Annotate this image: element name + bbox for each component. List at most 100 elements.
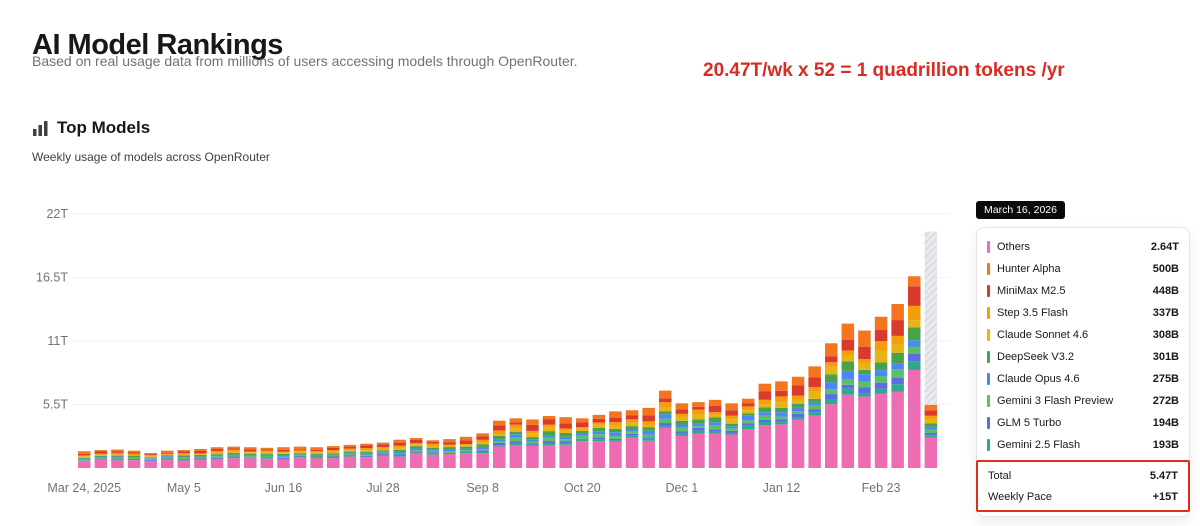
bar[interactable] <box>758 383 772 468</box>
bar-segment[interactable] <box>526 441 539 444</box>
bar[interactable] <box>144 452 157 468</box>
bar-segment[interactable] <box>376 454 390 456</box>
bar-segment[interactable] <box>177 450 191 452</box>
bar-segment[interactable] <box>376 450 390 452</box>
bar-segment[interactable] <box>775 402 788 408</box>
bar-segment[interactable] <box>692 402 705 407</box>
bar[interactable] <box>924 231 938 468</box>
bar-segment[interactable] <box>758 407 772 413</box>
bar-segment[interactable] <box>277 455 290 457</box>
bar-segment[interactable] <box>542 437 556 442</box>
bar-segment[interactable] <box>775 412 788 417</box>
bar-segment[interactable] <box>127 459 141 461</box>
bar-segment[interactable] <box>244 456 257 458</box>
bar-segment[interactable] <box>924 415 938 420</box>
bar-segment[interactable] <box>310 454 323 456</box>
bar-segment[interactable] <box>742 420 755 424</box>
bar-segment[interactable] <box>924 429 938 433</box>
bar-segment[interactable] <box>360 452 373 454</box>
bar-segment[interactable] <box>609 425 622 429</box>
bar-segment[interactable] <box>310 458 323 468</box>
bar-segment[interactable] <box>260 450 274 453</box>
bar-segment[interactable] <box>410 439 423 444</box>
bar-segment[interactable] <box>493 441 506 443</box>
bar[interactable] <box>659 390 672 468</box>
bar-segment[interactable] <box>376 448 390 451</box>
bar-segment[interactable] <box>758 391 772 400</box>
bar-segment[interactable] <box>443 447 456 450</box>
bar-segment[interactable] <box>327 455 340 457</box>
bar-segment[interactable] <box>841 379 855 385</box>
bar-segment[interactable] <box>393 453 406 455</box>
bar-segment[interactable] <box>559 428 572 431</box>
bar-segment[interactable] <box>78 461 91 468</box>
bar-segment[interactable] <box>277 447 290 450</box>
bar-segment[interactable] <box>609 422 622 426</box>
bar-segment[interactable] <box>476 433 489 437</box>
bar-segment[interactable] <box>908 286 921 306</box>
bar-segment[interactable] <box>144 452 157 455</box>
bar-segment[interactable] <box>642 427 655 431</box>
bar-segment[interactable] <box>708 417 722 423</box>
bar-segment[interactable] <box>625 435 639 438</box>
bar[interactable] <box>642 407 655 468</box>
bar-segment[interactable] <box>476 449 489 451</box>
bar-segment[interactable] <box>742 428 755 468</box>
bar-segment[interactable] <box>509 418 523 423</box>
bar-segment[interactable] <box>227 446 240 449</box>
bar-segment[interactable] <box>659 426 672 429</box>
bar-segment[interactable] <box>642 440 655 468</box>
bar[interactable] <box>343 444 357 468</box>
bar-segment[interactable] <box>227 456 240 458</box>
bar-segment[interactable] <box>891 344 904 353</box>
bar[interactable] <box>360 443 373 468</box>
bar[interactable] <box>559 417 572 468</box>
bar-segment[interactable] <box>808 391 821 399</box>
bar-segment[interactable] <box>493 445 506 447</box>
bar-segment[interactable] <box>825 366 838 375</box>
bar-segment[interactable] <box>675 409 689 414</box>
bar-segment[interactable] <box>542 416 556 420</box>
bar-segment[interactable] <box>576 441 589 468</box>
bar-segment[interactable] <box>924 419 938 424</box>
bar-segment[interactable] <box>426 447 440 450</box>
bar-segment[interactable] <box>327 446 340 448</box>
bar-segment[interactable] <box>659 411 672 415</box>
bar-segment[interactable] <box>426 441 440 444</box>
bar-segment[interactable] <box>393 451 406 454</box>
bar-segment[interactable] <box>476 444 489 447</box>
bar-segment[interactable] <box>874 393 888 468</box>
bar-segment[interactable] <box>227 458 240 468</box>
bar-segment[interactable] <box>675 413 689 417</box>
bar[interactable] <box>161 450 174 468</box>
bar-segment[interactable] <box>410 443 423 445</box>
bar-segment[interactable] <box>692 406 705 410</box>
bar[interactable] <box>526 419 539 468</box>
bar-segment[interactable] <box>526 437 539 440</box>
bar-segment[interactable] <box>376 444 390 447</box>
bar-segment[interactable] <box>891 352 904 364</box>
bar-segment[interactable] <box>576 435 589 439</box>
bar-segment[interactable] <box>659 414 672 419</box>
bar-segment[interactable] <box>791 399 805 404</box>
bar[interactable] <box>825 343 838 468</box>
bar-segment[interactable] <box>343 450 357 452</box>
bar-segment[interactable] <box>841 339 855 351</box>
bar-segment[interactable] <box>111 451 124 453</box>
bar[interactable] <box>908 276 921 468</box>
bar-segment[interactable] <box>227 457 240 459</box>
bar-segment[interactable] <box>127 457 141 459</box>
bar-segment[interactable] <box>509 428 523 433</box>
bar-segment[interactable] <box>443 444 456 446</box>
bar-segment[interactable] <box>908 346 921 355</box>
bar-segment[interactable] <box>542 441 556 443</box>
bar-segment[interactable] <box>310 451 323 453</box>
bar-segment[interactable] <box>625 426 639 431</box>
bar-segment[interactable] <box>277 453 290 456</box>
bar-segment[interactable] <box>393 445 406 448</box>
bar-segment[interactable] <box>825 362 838 367</box>
bar-segment[interactable] <box>493 425 506 431</box>
bar-segment[interactable] <box>343 446 357 449</box>
bar-segment[interactable] <box>526 430 539 434</box>
bar-segment[interactable] <box>825 374 838 383</box>
